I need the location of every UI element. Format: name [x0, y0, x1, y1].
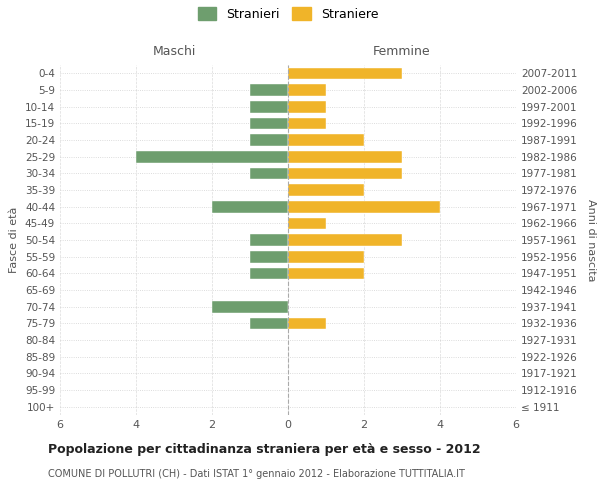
Bar: [250, 134, 288, 146]
Y-axis label: Anni di nascita: Anni di nascita: [586, 198, 596, 281]
Bar: [288, 184, 364, 196]
Bar: [288, 84, 326, 96]
Bar: [250, 168, 288, 179]
Legend: Stranieri, Straniere: Stranieri, Straniere: [191, 1, 385, 27]
Bar: [250, 251, 288, 262]
Bar: [250, 101, 288, 112]
Bar: [250, 234, 288, 246]
Text: Maschi: Maschi: [152, 45, 196, 58]
Bar: [288, 218, 326, 229]
Text: COMUNE DI POLLUTRI (CH) - Dati ISTAT 1° gennaio 2012 - Elaborazione TUTTITALIA.I: COMUNE DI POLLUTRI (CH) - Dati ISTAT 1° …: [48, 469, 465, 479]
Bar: [288, 118, 326, 129]
Bar: [288, 251, 364, 262]
Bar: [288, 234, 402, 246]
Text: Popolazione per cittadinanza straniera per età e sesso - 2012: Popolazione per cittadinanza straniera p…: [48, 442, 481, 456]
Bar: [212, 201, 288, 212]
Y-axis label: Fasce di età: Fasce di età: [10, 207, 19, 273]
Bar: [288, 68, 402, 79]
Bar: [212, 301, 288, 312]
Bar: [288, 168, 402, 179]
Bar: [250, 84, 288, 96]
Text: Femmine: Femmine: [373, 45, 431, 58]
Bar: [288, 318, 326, 329]
Bar: [250, 318, 288, 329]
Bar: [288, 134, 364, 146]
Bar: [250, 118, 288, 129]
Bar: [288, 101, 326, 112]
Bar: [250, 268, 288, 279]
Bar: [288, 151, 402, 162]
Bar: [288, 268, 364, 279]
Bar: [136, 151, 288, 162]
Bar: [288, 201, 440, 212]
